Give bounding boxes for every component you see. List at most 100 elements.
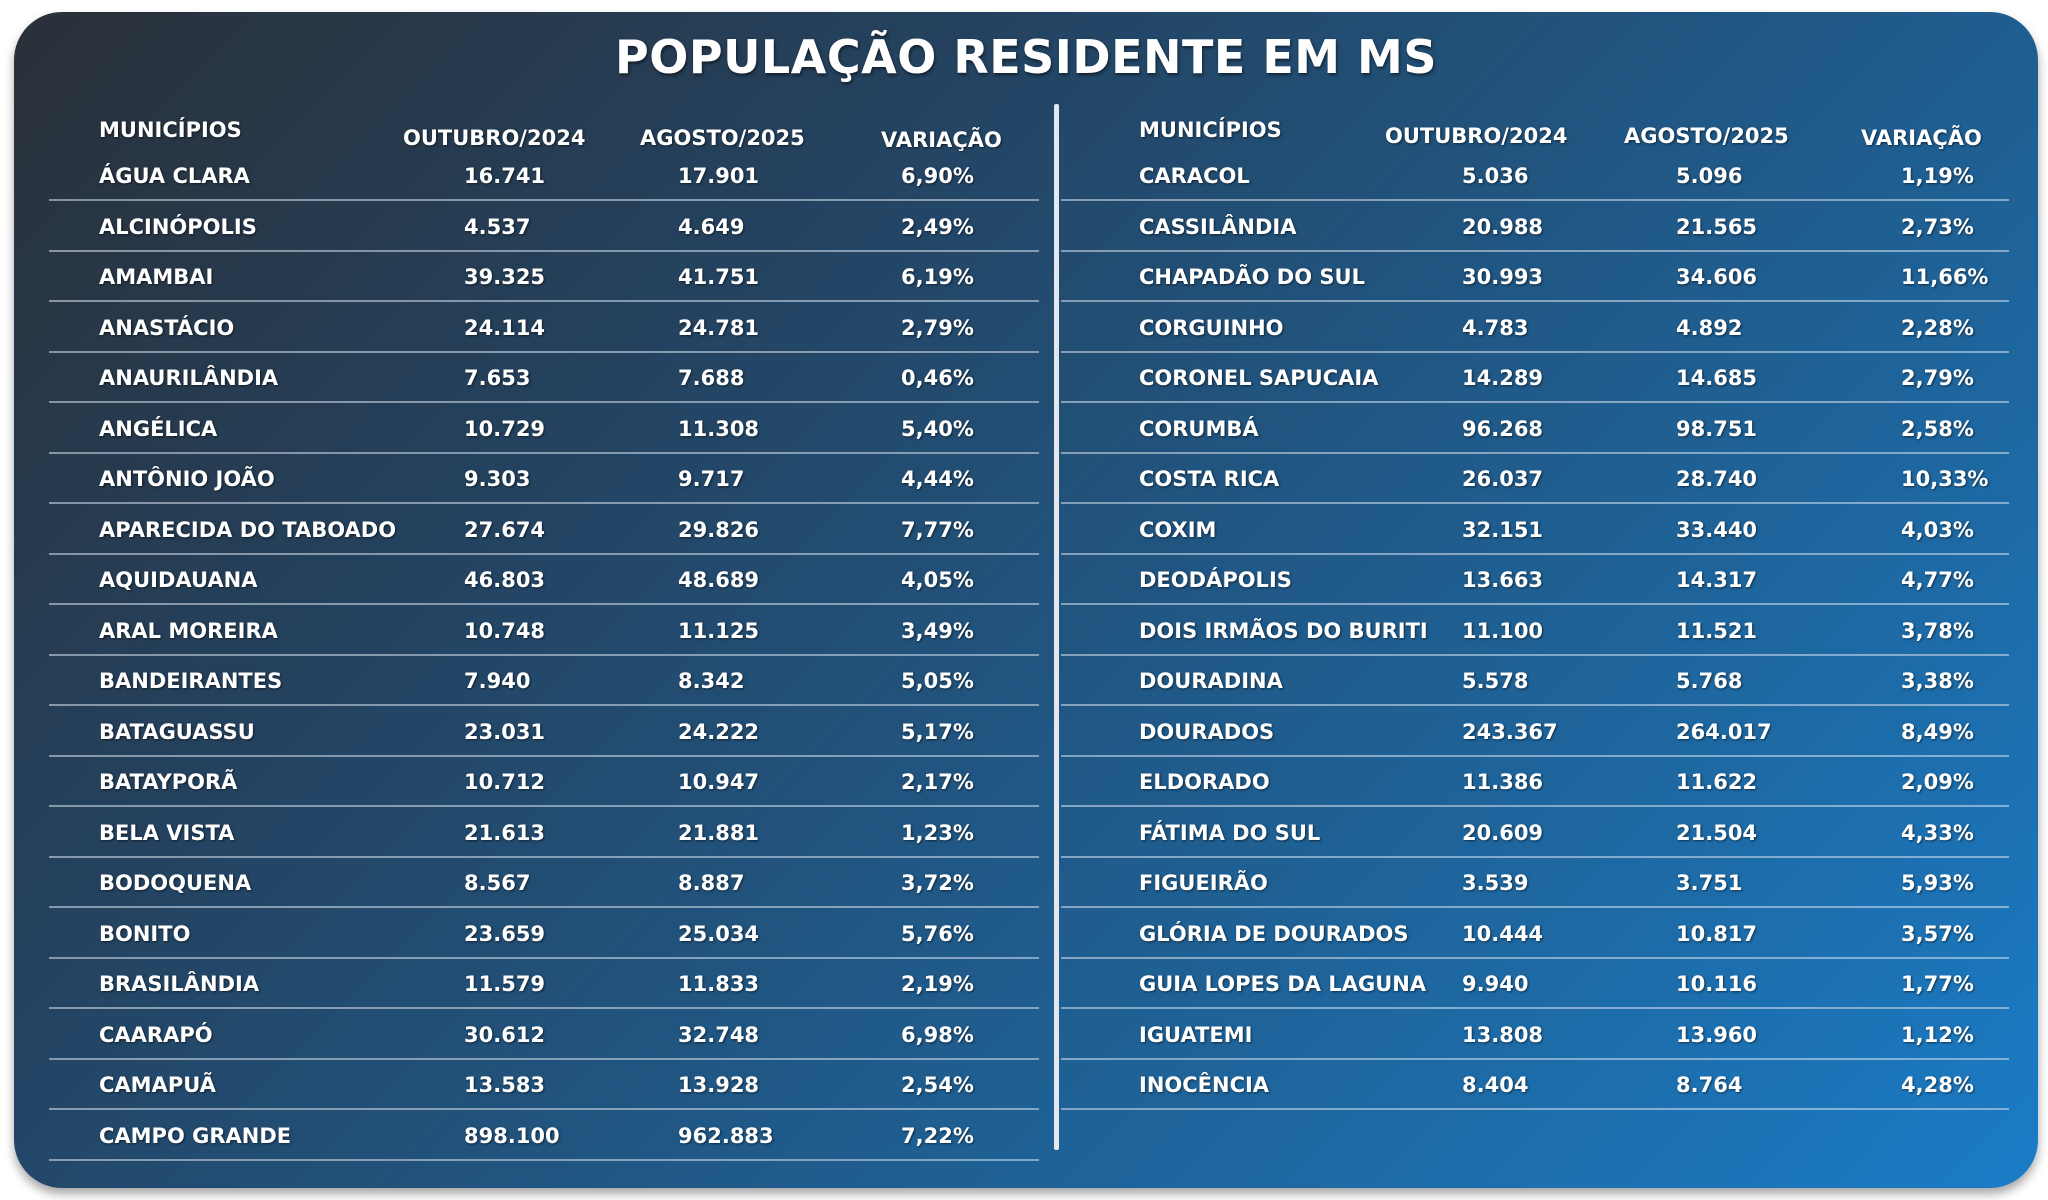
variacao-cell: 1,12% — [1901, 1022, 1974, 1047]
agosto-2025-cell: 11.521 — [1676, 618, 1758, 643]
municipio-cell: CORONEL SAPUCAIA — [1139, 366, 1379, 390]
municipio-cell: BATAYPORÃ — [99, 770, 238, 794]
variacao-cell: 2,19% — [901, 972, 974, 996]
agosto-2025-cell: 33.440 — [1676, 517, 1758, 542]
variacao-cell: 0,46% — [901, 366, 974, 390]
row-separator — [49, 1057, 1039, 1060]
variacao-cell: 11,66% — [1901, 265, 1989, 289]
table-row: IGUATEMI 13.808 13.960 1,12% — [1061, 1010, 2009, 1060]
variacao-cell: 5,40% — [901, 416, 974, 441]
municipio-cell: CARACOL — [1139, 164, 1250, 188]
variacao-cell: 1,23% — [901, 820, 974, 845]
municipio-cell: BELA VISTA — [99, 820, 235, 845]
outubro-2024-cell: 7.940 — [464, 669, 531, 693]
header-outubro: OUTUBRO/2024 — [403, 126, 586, 150]
variacao-cell: 2,49% — [901, 214, 974, 239]
header-municipios: MUNICÍPIOS — [99, 118, 242, 142]
agosto-2025-cell: 11.125 — [678, 618, 760, 643]
row-separator — [49, 1108, 1039, 1110]
variacao-cell: 6,19% — [901, 265, 974, 289]
outubro-2024-cell: 13.663 — [1462, 568, 1544, 592]
outubro-2024-cell: 24.114 — [464, 315, 546, 340]
row-separator — [49, 502, 1039, 504]
variacao-cell: 4,33% — [1901, 820, 1974, 845]
municipio-cell: CORGUINHO — [1139, 315, 1284, 340]
row-separator — [49, 401, 1039, 403]
municipio-cell: CASSILÂNDIA — [1139, 214, 1297, 239]
row-separator — [49, 300, 1039, 302]
row-separator — [49, 805, 1039, 807]
table-row: APARECIDA DO TABOADO 27.674 29.826 7,77% — [49, 505, 1039, 555]
table-row: BONITO 23.659 25.034 5,76% — [49, 909, 1039, 959]
table-row: ARAL MOREIRA 10.748 11.125 3,49% — [49, 606, 1039, 656]
agosto-2025-cell: 3.751 — [1676, 871, 1743, 895]
row-separator — [1061, 704, 2009, 706]
agosto-2025-cell: 4.892 — [1676, 315, 1743, 340]
outubro-2024-cell: 9.940 — [1462, 972, 1529, 996]
variacao-cell: 6,90% — [901, 164, 974, 188]
agosto-2025-cell: 11.622 — [1676, 770, 1758, 794]
table-row: ANGÉLICA 10.729 11.308 5,40% — [49, 404, 1039, 454]
table-row: CASSILÂNDIA 20.988 21.565 2,73% — [1061, 202, 2009, 252]
table-row: DEODÁPOLIS 13.663 14.317 4,77% — [1061, 555, 2009, 605]
column-divider — [1054, 104, 1059, 1150]
variacao-cell: 2,09% — [1901, 770, 1974, 794]
variacao-cell: 4,77% — [1901, 568, 1974, 592]
agosto-2025-cell: 11.308 — [678, 416, 760, 441]
row-separator — [1061, 300, 2009, 302]
outubro-2024-cell: 21.613 — [464, 820, 546, 845]
row-separator — [49, 754, 1039, 757]
row-separator — [49, 855, 1039, 858]
agosto-2025-cell: 8.764 — [1676, 1073, 1743, 1097]
table-row: BRASILÂNDIA 11.579 11.833 2,19% — [49, 959, 1039, 1009]
outubro-2024-cell: 46.803 — [464, 568, 546, 592]
agosto-2025-cell: 25.034 — [678, 921, 760, 946]
variacao-cell: 4,05% — [901, 568, 974, 592]
variacao-cell: 3,38% — [1901, 669, 1974, 693]
table-row: ANTÔNIO JOÃO 9.303 9.717 4,44% — [49, 454, 1039, 504]
outubro-2024-cell: 898.100 — [464, 1123, 560, 1148]
table-row: ANAURILÂNDIA 7.653 7.688 0,46% — [49, 353, 1039, 403]
outubro-2024-cell: 23.659 — [464, 921, 546, 946]
outubro-2024-cell: 5.578 — [1462, 669, 1529, 693]
row-separator — [49, 199, 1039, 201]
variacao-cell: 5,76% — [901, 921, 974, 946]
table-row: DOURADOS 243.367 264.017 8,49% — [1061, 707, 2009, 757]
variacao-cell: 10,33% — [1901, 467, 1989, 491]
municipio-cell: CHAPADÃO DO SUL — [1139, 265, 1365, 289]
table-row: ANASTÁCIO 24.114 24.781 2,79% — [49, 303, 1039, 353]
table-row: BATAGUASSU 23.031 24.222 5,17% — [49, 707, 1039, 757]
municipio-cell: ARAL MOREIRA — [99, 618, 278, 643]
agosto-2025-cell: 9.717 — [678, 467, 745, 491]
municipio-cell: BRASILÂNDIA — [99, 972, 260, 996]
outubro-2024-cell: 10.712 — [464, 770, 546, 794]
row-separator — [1061, 805, 2009, 807]
outubro-2024-cell: 13.808 — [1462, 1022, 1544, 1047]
variacao-cell: 5,17% — [901, 719, 974, 744]
table-row: GUIA LOPES DA LAGUNA 9.940 10.116 1,77% — [1061, 959, 2009, 1009]
variacao-cell: 5,93% — [1901, 871, 1974, 895]
municipio-cell: BANDEIRANTES — [99, 669, 283, 693]
row-separator — [1061, 603, 2009, 605]
row-separator — [49, 1007, 1039, 1009]
agosto-2025-cell: 5.768 — [1676, 669, 1743, 693]
agosto-2025-cell: 962.883 — [678, 1123, 774, 1148]
header-agosto: AGOSTO/2025 — [1624, 124, 1789, 148]
variacao-cell: 1,19% — [1901, 164, 1974, 188]
row-separator — [1061, 956, 2009, 959]
row-separator — [1061, 1007, 2009, 1009]
variacao-cell: 3,57% — [1901, 921, 1974, 946]
row-separator — [1061, 855, 2009, 858]
table-row: CHAPADÃO DO SUL 30.993 34.606 11,66% — [1061, 252, 2009, 302]
header-municipios: MUNICÍPIOS — [1139, 118, 1282, 142]
municipio-cell: BONITO — [99, 921, 191, 946]
outubro-2024-cell: 27.674 — [464, 517, 546, 542]
outubro-2024-cell: 4.537 — [464, 214, 531, 239]
municipio-cell: DOURADOS — [1139, 719, 1275, 744]
municipio-cell: DEODÁPOLIS — [1139, 568, 1292, 592]
table-row: GLÓRIA DE DOURADOS 10.444 10.817 3,57% — [1061, 909, 2009, 959]
municipio-cell: ÁGUA CLARA — [99, 164, 250, 188]
population-table-card: POPULAÇÃO RESIDENTE EM MS MUNICÍPIOS OUT… — [14, 12, 2038, 1188]
outubro-2024-cell: 11.100 — [1462, 618, 1544, 643]
row-separator — [49, 956, 1039, 959]
